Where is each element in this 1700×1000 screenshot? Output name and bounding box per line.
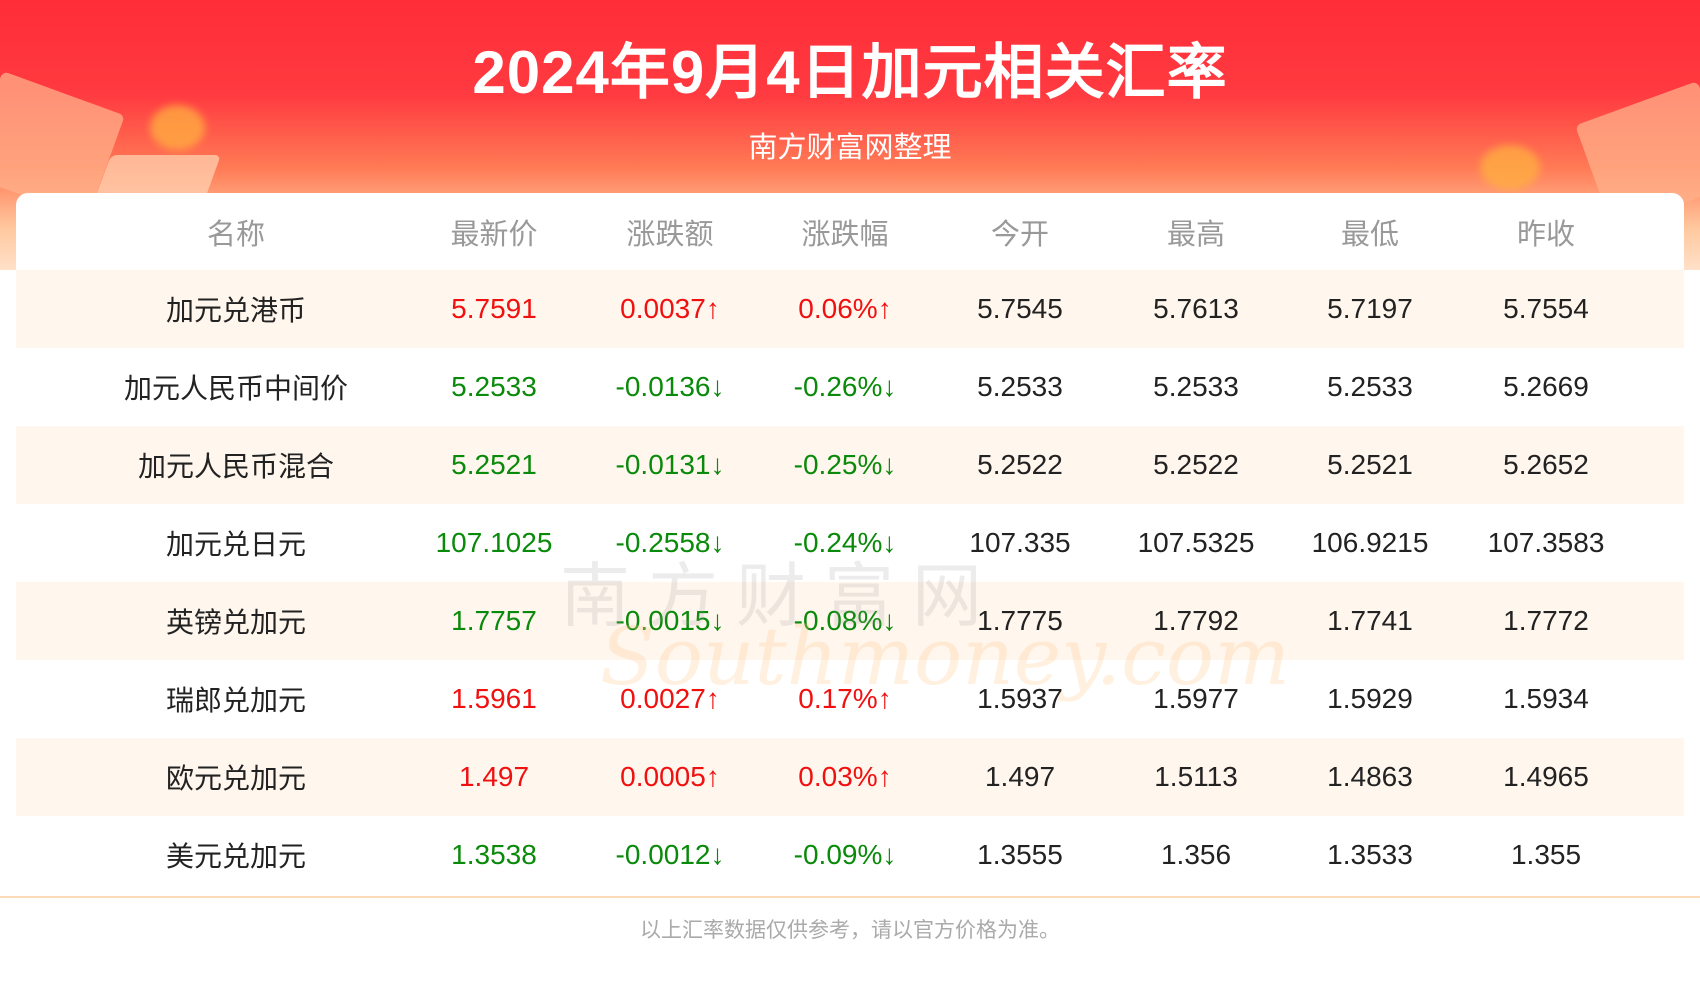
cell-change: 0.0005↑ (620, 761, 720, 792)
cell-change: -0.0136↓ (615, 371, 725, 402)
cell-prev: 1.7772 (1503, 605, 1589, 636)
cell-pct: -0.25%↓ (793, 449, 897, 480)
cell-low: 5.2521 (1327, 449, 1413, 480)
cell-name: 瑞郎兑加元 (165, 685, 307, 716)
cell-prev: 5.7554 (1503, 293, 1589, 324)
cell-open: 5.2533 (977, 371, 1063, 402)
table-row: 瑞郎兑加元 1.5961 0.0027↑ 0.17%↑ 1.5937 1.5977 1.59… (16, 660, 1684, 738)
column-header: 最低 (1340, 219, 1400, 251)
cell-low: 1.5929 (1327, 683, 1413, 714)
footnote: 以上汇率数据仅供参考，请以官方价格为准。 (640, 919, 1060, 942)
cell-name: 加元人民币中间价 (123, 373, 349, 404)
cell-latest: 1.7757 (451, 605, 537, 636)
column-header: 今开 (990, 219, 1050, 251)
cell-low: 106.9215 (1311, 527, 1429, 558)
cell-prev: 1.4965 (1503, 761, 1589, 792)
cell-pct: -0.24%↓ (793, 527, 897, 558)
cell-high: 1.5977 (1153, 683, 1239, 714)
cell-high: 107.5325 (1137, 527, 1255, 558)
column-header: 涨跌额 (626, 219, 714, 251)
cell-high: 5.2533 (1153, 371, 1239, 402)
watermark-logo-en: Southmoney.com (600, 610, 1290, 703)
column-header: 最高 (1166, 219, 1226, 251)
cell-name: 加元兑港币 (165, 295, 307, 326)
table-row: 加元人民币中间价 5.2533 -0.0136↓ -0.26%↓ 5.2533 5.253… (16, 348, 1684, 426)
cell-prev: 5.2669 (1503, 371, 1589, 402)
page-title: 2024年9月4日加元相关汇率 (472, 39, 1228, 106)
column-header: 最新价 (450, 219, 538, 251)
cell-open: 107.335 (969, 527, 1071, 558)
cell-pct: 0.06%↑ (798, 293, 892, 324)
cell-open: 1.497 (984, 761, 1056, 792)
table-row: 美元兑加元 1.3538 -0.0012↓ -0.09%↓ 1.3555 1.356 1.3… (16, 816, 1684, 894)
cell-open: 1.7775 (977, 605, 1063, 636)
cell-open: 5.2522 (977, 449, 1063, 480)
cell-change: -0.0131↓ (615, 449, 725, 480)
cell-change: -0.0015↓ (615, 605, 725, 636)
cell-latest: 1.5961 (451, 683, 537, 714)
cell-low: 1.7741 (1327, 605, 1413, 636)
cell-pct: -0.08%↓ (793, 605, 897, 636)
cell-low: 1.3533 (1327, 839, 1413, 870)
cell-pct: -0.26%↓ (793, 371, 897, 402)
cell-high: 1.5113 (1154, 761, 1238, 792)
cell-change: 0.0027↑ (620, 683, 720, 714)
rates-table: 名称 最新价 涨跌额 涨跌幅 今开 最高 最低 昨收 加元兑港币 5.7591 0.0037↑ 0.… (16, 193, 1684, 896)
cell-open: 1.3555 (977, 839, 1063, 870)
cell-open: 5.7545 (977, 293, 1063, 324)
cell-name: 欧元兑加元 (165, 763, 307, 794)
cell-low: 5.7197 (1327, 293, 1413, 324)
column-header: 涨跌幅 (801, 219, 889, 251)
cell-latest: 1.3538 (451, 839, 537, 870)
cell-latest: 5.7591 (451, 293, 537, 324)
cell-open: 1.5937 (977, 683, 1063, 714)
cell-latest: 5.2521 (451, 449, 537, 480)
cell-pct: 0.03%↑ (798, 761, 892, 792)
cell-latest: 1.497 (458, 761, 530, 792)
cell-prev: 107.3583 (1487, 527, 1605, 558)
watermark-logo: 南方财富网 (560, 555, 1000, 637)
column-header: 名称 (206, 219, 266, 251)
cell-high: 1.356 (1160, 839, 1232, 870)
cell-change: -0.0012↓ (615, 839, 725, 870)
table-row: 欧元兑加元 1.497 0.0005↑ 0.03%↑ 1.497 1.5113 1.4863… (16, 738, 1684, 816)
page-subtitle: 南方财富网整理 (748, 132, 952, 164)
cell-name: 加元兑日元 (165, 529, 307, 560)
cell-pct: -0.09%↓ (793, 839, 897, 870)
cell-prev: 1.355 (1510, 839, 1582, 870)
divider (0, 896, 1700, 898)
column-header: 昨收 (1516, 219, 1576, 251)
cell-name: 加元人民币混合 (137, 451, 335, 482)
cell-low: 1.4863 (1327, 761, 1413, 792)
table-row: 加元兑港币 5.7591 0.0037↑ 0.06%↑ 5.7545 5.7613 5.71… (16, 270, 1684, 348)
cell-high: 1.7792 (1153, 605, 1239, 636)
cell-latest: 107.1025 (435, 527, 553, 558)
cell-prev: 5.2652 (1503, 449, 1589, 480)
decoration (150, 105, 205, 150)
table-row: 加元人民币混合 5.2521 -0.0131↓ -0.25%↓ 5.2522 5.2522… (16, 426, 1684, 504)
cell-name: 英镑兑加元 (165, 607, 307, 638)
cell-name: 美元兑加元 (165, 841, 307, 872)
cell-prev: 1.5934 (1503, 683, 1589, 714)
table-row: 加元兑日元 107.1025 -0.2558↓ -0.24%↓ 107.335 107.5… (16, 504, 1684, 582)
decoration (1480, 145, 1540, 190)
table-header: 名称 最新价 涨跌额 涨跌幅 今开 最高 最低 昨收 (16, 193, 1684, 271)
cell-high: 5.2522 (1153, 449, 1239, 480)
cell-latest: 5.2533 (451, 371, 537, 402)
table-row: 英镑兑加元 1.7757 -0.0015↓ -0.08%↓ 1.7775 1.7792 1.… (16, 582, 1684, 660)
cell-change: 0.0037↑ (620, 293, 720, 324)
cell-change: -0.2558↓ (615, 527, 725, 558)
cell-pct: 0.17%↑ (798, 683, 892, 714)
cell-high: 5.7613 (1153, 293, 1239, 324)
cell-low: 5.2533 (1327, 371, 1413, 402)
